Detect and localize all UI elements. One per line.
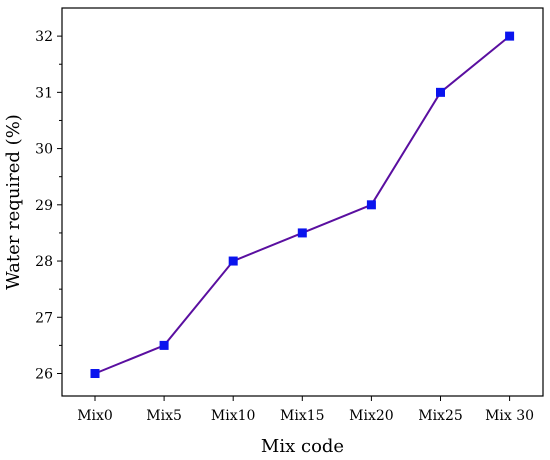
x-tick-label: Mix5	[146, 408, 182, 424]
x-axis-title: Mix code	[261, 436, 344, 457]
plot-frame-group	[61, 7, 544, 397]
y-tick-label: 28	[35, 254, 53, 270]
x-tick-label: Mix25	[418, 408, 463, 424]
data-point	[90, 369, 100, 379]
series-line	[94, 35, 511, 375]
data-point	[297, 228, 307, 238]
y-axis-title: Water required (%)	[3, 114, 24, 290]
x-tick-label: Mix20	[349, 408, 394, 424]
data-point	[366, 200, 376, 210]
y-tick-label: 31	[35, 85, 53, 101]
x-tick-label: Mix 30	[485, 408, 534, 424]
series-group	[90, 31, 515, 379]
x-tick-label: Mix10	[211, 408, 256, 424]
plot-frame	[61, 7, 544, 397]
y-tick-label: 26	[35, 367, 53, 383]
x-tick-label: Mix0	[77, 408, 113, 424]
y-axis-ticks: 26 27 28 29 30 31 32	[35, 29, 62, 383]
data-point	[505, 31, 515, 41]
data-point	[436, 87, 445, 97]
y-tick-label: 30	[35, 142, 53, 158]
y-tick-label: 27	[35, 310, 53, 326]
x-tick-label: Mix15	[280, 408, 325, 424]
y-tick-label: 29	[35, 198, 53, 214]
data-point	[228, 256, 238, 266]
data-point	[159, 340, 169, 350]
x-axis-ticks: Mix0 Mix5 Mix10 Mix15 Mix20 Mix25 Mix 30	[77, 396, 534, 424]
y-tick-label: 32	[35, 29, 53, 45]
